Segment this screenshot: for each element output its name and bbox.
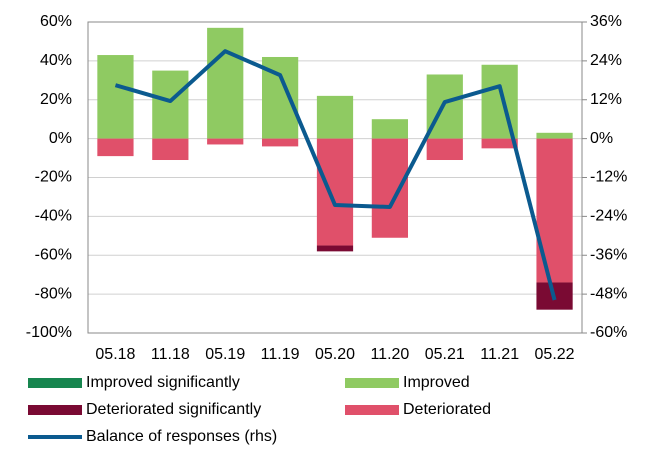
bar — [536, 132, 573, 139]
y-tick-label: 60% — [40, 13, 72, 30]
legend-label: Deteriorated — [403, 401, 491, 418]
y2-tick-label: 0% — [590, 130, 613, 147]
bar — [371, 138, 409, 238]
y-tick-label: -20% — [35, 169, 72, 186]
bar — [152, 70, 189, 139]
y2-tick-label: 24% — [590, 52, 622, 69]
legend-swatch — [28, 378, 82, 388]
y2-tick-label: 12% — [590, 91, 622, 108]
x-tick-label: 11.19 — [261, 346, 300, 363]
bar — [316, 95, 354, 139]
x-tick-label: 05.21 — [425, 346, 465, 363]
y2-tick-label: -24% — [590, 208, 627, 225]
plot-frame — [87, 21, 583, 334]
legend-label: Balance of responses (rhs) — [86, 428, 277, 445]
legend-label: Deteriorated significantly — [86, 401, 261, 418]
y2-tick-label: -48% — [590, 285, 627, 302]
y2-tick-label: -36% — [590, 246, 627, 263]
y-tick-label: -40% — [35, 208, 72, 225]
legend-swatch — [345, 378, 399, 388]
legend-swatch — [345, 405, 399, 415]
x-tick-label: 11.20 — [370, 346, 409, 363]
x-tick-label: 11.18 — [151, 346, 190, 363]
bar — [316, 138, 354, 246]
bar — [261, 138, 299, 147]
bar — [97, 138, 134, 157]
bar — [97, 55, 134, 139]
y-tick-label: 40% — [40, 52, 72, 69]
bar — [152, 138, 189, 161]
x-tick-label: 05.20 — [315, 346, 355, 363]
bar — [426, 138, 463, 161]
y2-tick-label: 36% — [590, 13, 622, 30]
y2-tick-label: -12% — [590, 169, 627, 186]
y-tick-label: 20% — [40, 91, 72, 108]
y2-tick-label: -60% — [590, 324, 627, 341]
bar — [481, 138, 518, 149]
x-tick-label: 05.19 — [205, 346, 245, 363]
x-tick-label: 11.21 — [480, 346, 519, 363]
legend-label: Improved — [403, 374, 470, 391]
legend-label: Improved significantly — [86, 374, 240, 391]
bar — [316, 245, 354, 252]
bar — [371, 119, 409, 139]
y-tick-label: -80% — [35, 285, 72, 302]
line — [114, 49, 557, 301]
bar — [207, 138, 244, 145]
x-tick-label: 05.22 — [535, 346, 575, 363]
bar — [207, 27, 244, 139]
y-tick-label: -100% — [26, 324, 72, 341]
y-tick-label: 0% — [49, 130, 72, 147]
bar — [536, 138, 573, 283]
y-tick-label: -60% — [35, 246, 72, 263]
x-tick-label: 05.18 — [95, 346, 135, 363]
legend-swatch — [28, 405, 82, 415]
